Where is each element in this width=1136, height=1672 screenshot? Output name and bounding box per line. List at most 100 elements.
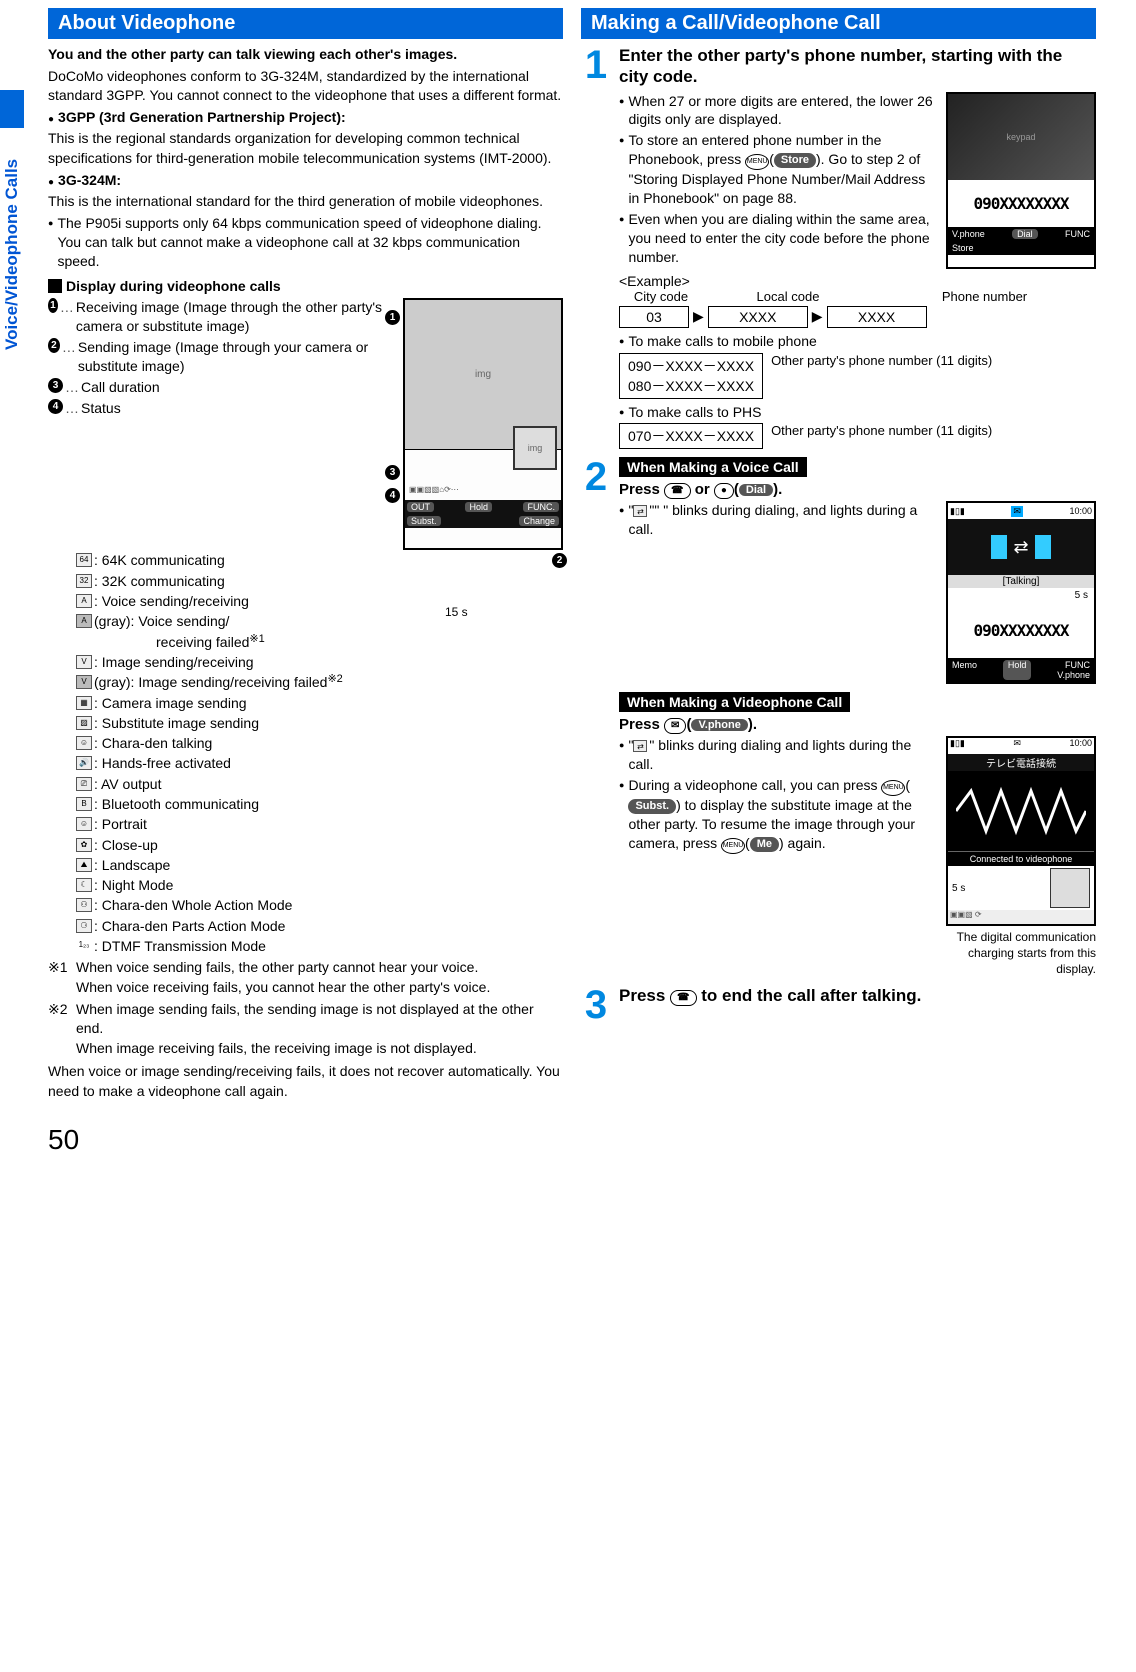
- arrow-icon: ▶: [812, 308, 823, 325]
- icon-handsfree: 🔊: [76, 756, 92, 770]
- onhook-key-icon: ☎: [670, 990, 696, 1006]
- icon-landscape: ⛰: [76, 858, 92, 872]
- call-duration: 15 s: [445, 605, 468, 619]
- icon-image-gray: V: [76, 675, 92, 689]
- example-label: <Example>: [619, 273, 1096, 289]
- mobile-box: 090－XXXX－XXXX 080－XXXX－XXXX: [619, 353, 763, 399]
- status-icons-row: ▣▣▧▧⌂⟳⋯: [409, 485, 459, 494]
- def2-body: This is the international standard for t…: [48, 192, 563, 212]
- local-code-box: XXXX: [708, 306, 808, 328]
- side-tab-block: [0, 90, 24, 128]
- dial-softkeys-1: V.phone Dial FUNC: [948, 227, 1094, 241]
- city-code-box: 03: [619, 306, 689, 328]
- footnote-final: When voice or image sending/receiving fa…: [48, 1062, 563, 1101]
- icon-camera-send: ▦: [76, 696, 92, 710]
- display-num-list: 1…Receiving image (Image through the oth…: [48, 298, 395, 550]
- offhook-key-icon: ☎: [664, 483, 690, 499]
- step-1-number: 1: [581, 45, 611, 449]
- side-tab: Voice/Videophone Calls: [0, 90, 26, 350]
- s1-b3: Even when you are dialing within the sam…: [619, 210, 938, 267]
- vp-press-line: Press ✉(V.phone).: [619, 716, 1096, 734]
- example-row: 03 ▶ XXXX ▶ XXXX: [619, 306, 1096, 328]
- voice-press-line: Press ☎ or ●(Dial).: [619, 481, 1096, 499]
- menu-key-icon: MENU: [745, 154, 769, 170]
- vp-icon-row: ▣▣▧ ⟳: [948, 910, 1094, 924]
- icon-dtmf: 1₂₃: [76, 939, 92, 953]
- left-section-header: About Videophone: [48, 8, 563, 39]
- self-image: [1050, 868, 1090, 908]
- vphone-pill: V.phone: [691, 719, 747, 731]
- right-section-header: Making a Call/Videophone Call: [581, 8, 1096, 39]
- example-header: City code Local code Phone number: [619, 289, 1096, 304]
- vp-softkey-row1: OUT Hold FUNC.: [405, 500, 561, 514]
- step-1-title: Enter the other party's phone number, st…: [619, 45, 1096, 88]
- footnote-1: ※1 When voice sending fails, the other p…: [48, 958, 563, 997]
- icon-charaden: ☺: [76, 736, 92, 750]
- right-column: Making a Call/Videophone Call 1 Enter th…: [581, 8, 1096, 1104]
- signal-anim: ⇄: [948, 519, 1094, 575]
- step-1: 1 Enter the other party's phone number, …: [581, 45, 1096, 449]
- talk-duration: 5 s: [948, 588, 1094, 603]
- icon-night: ☾: [76, 878, 92, 892]
- talking-screenshot: ▮▯▮✉10:00 ⇄ [Talking] 5 s 090XXXXXXXX Me…: [946, 501, 1096, 684]
- vp-title: テレビ電話接続: [948, 754, 1094, 771]
- def1-body: This is the regional standards organizat…: [48, 129, 563, 168]
- vp-connected: Connected to videophone: [948, 851, 1094, 866]
- mail-key-icon: ✉: [664, 718, 686, 734]
- voice-call-tab: When Making a Voice Call: [619, 457, 807, 477]
- center-key-icon: ●: [714, 483, 734, 499]
- phone-number-box: XXXX: [827, 306, 927, 328]
- step-2-number: 2: [581, 457, 611, 977]
- s1-b2: To store an entered phone number in the …: [619, 131, 938, 208]
- step-3-title: Press ☎ to end the call after talking.: [619, 985, 1096, 1006]
- icon-voice: A: [76, 594, 92, 608]
- mobile-label: To make calls to mobile phone: [619, 332, 1096, 351]
- status-icon-list: 64: 64K communicating 32: 32K communicat…: [48, 550, 563, 956]
- vp-b1: "⇄" blinks during dialing and lights dur…: [619, 736, 938, 774]
- intro-bold: You and the other party can talk viewing…: [48, 45, 563, 65]
- wave-area: [948, 771, 1094, 851]
- s1-b1: When 27 or more digits are entered, the …: [619, 92, 938, 130]
- side-tab-label: Voice/Videophone Calls: [2, 159, 22, 350]
- dial-pill: Dial: [739, 484, 773, 496]
- arrow-icon: ▶: [693, 308, 704, 325]
- phs-box: 070－XXXX－XXXX: [619, 423, 763, 449]
- icon-image: V: [76, 655, 92, 669]
- vp-caption: The digital communication charging start…: [946, 930, 1096, 977]
- mobile-note: Other party's phone number (11 digits): [771, 353, 1096, 368]
- page-number: 50: [48, 1124, 1096, 1156]
- bullet-kbps: The P905i supports only 64 kbps communic…: [48, 214, 563, 271]
- vp-call-tab: When Making a Videophone Call: [619, 692, 850, 712]
- left-column: About Videophone You and the other party…: [48, 8, 563, 1104]
- footnote-2: ※2 When image sending fails, the sending…: [48, 1000, 563, 1059]
- icon-subst-send: ▨: [76, 716, 92, 730]
- icon-voice-gray: A: [76, 614, 92, 628]
- icon-whole-action: ⚇: [76, 898, 92, 912]
- dial-screenshot: keypad 090XXXXXXXX V.phone Dial FUNC Sto…: [946, 92, 1096, 269]
- keypad-area: keypad: [948, 94, 1094, 180]
- num-4: 4: [48, 399, 63, 414]
- phs-label: To make calls to PHS: [619, 403, 1096, 422]
- icon-64k: 64: [76, 553, 92, 567]
- def2-title: 3G-324M:: [48, 171, 563, 191]
- step-3-number: 3: [581, 985, 611, 1025]
- display-heading: Display during videophone calls: [48, 278, 563, 294]
- subst-pill: Subst.: [628, 799, 676, 814]
- stat-bar: ▮▯▮✉10:00: [948, 503, 1094, 519]
- me-pill: Me: [750, 837, 779, 852]
- vp-signal-icon: ⇄: [633, 740, 647, 752]
- icon-closeup: ✿: [76, 838, 92, 852]
- vp-connect-screenshot: ▮▯▮✉10:00 テレビ電話接続 Connected to videophon…: [946, 736, 1096, 926]
- icon-bluetooth: B: [76, 797, 92, 811]
- num-2: 2: [48, 338, 60, 353]
- icon-parts-action: ⚆: [76, 919, 92, 933]
- menu-key-icon: MENU: [881, 780, 905, 796]
- num-3: 3: [48, 378, 63, 393]
- num-1: 1: [48, 298, 58, 313]
- talk-number: 090XXXXXXXX: [948, 603, 1094, 658]
- intro-body: DoCoMo videophones conform to 3G-324M, s…: [48, 67, 563, 106]
- phs-note: Other party's phone number (11 digits): [771, 423, 1096, 438]
- talk-softkeys: Memo Hold FUNC V.phone: [948, 658, 1094, 682]
- def1-title: 3GPP (3rd Generation Partnership Project…: [48, 108, 563, 128]
- store-pill: Store: [774, 153, 816, 168]
